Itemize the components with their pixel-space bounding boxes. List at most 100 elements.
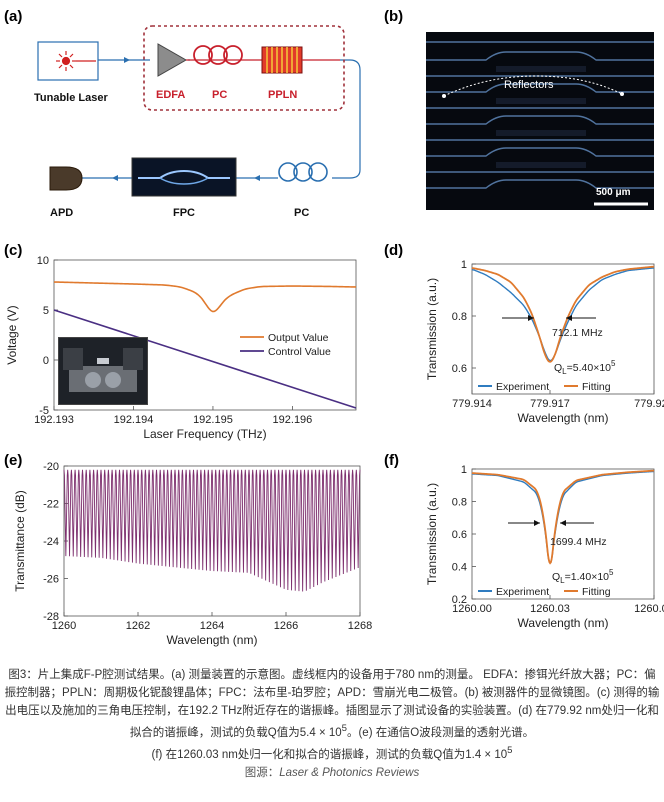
linewidth-annotation: 1699.4 MHz — [550, 536, 607, 548]
y-axis-label: Transmission (a.u.) — [425, 483, 439, 585]
caption-source-prefix: 图源： — [244, 766, 280, 779]
y-tick-label: 5 — [43, 305, 49, 317]
photo-mount — [123, 348, 143, 370]
series-line-fitting — [471, 469, 655, 565]
x-tick-label: 192.194 — [114, 414, 154, 426]
caption-text-1: 图3：片上集成F-P腔测试结果。(a) 测量装置的示意图。虚线框内的设备用于78… — [4, 669, 660, 739]
caption-text-2: (f) 在1260.03 nm处归一化和拟合的谐振峰，测试的负载Q值为1.4 ×… — [151, 748, 508, 761]
scale-bar-label: 500 μm — [596, 187, 631, 198]
x-tick-label: 1260.03 — [530, 603, 570, 615]
x-tick-label: 779.914 — [452, 398, 492, 410]
y-tick-label: 10 — [37, 255, 49, 267]
y-axis-label: Transmittance (dB) — [13, 490, 27, 592]
y-tick-label: 0.4 — [452, 562, 467, 574]
arrow-right-icon — [528, 315, 534, 321]
setup-photo-inset — [58, 337, 148, 405]
y-tick-label: -22 — [43, 499, 59, 511]
y-tick-label: 0.8 — [452, 311, 467, 323]
legend-label: Output Value — [268, 332, 329, 344]
q-factor-annotation: QL=5.40×105 — [554, 359, 616, 376]
apd-icon — [49, 166, 83, 191]
chart-f: 1260.00 1260.03 1260.07 1 0.8 0.6 0.4 0.2 Wavele… — [425, 464, 664, 630]
fpc-waveguide-lower — [159, 177, 209, 185]
arrow-left-icon — [566, 315, 572, 321]
laser-icon — [56, 51, 96, 71]
polarization-controller-bottom-icon — [278, 162, 328, 182]
photo-knob — [105, 372, 121, 388]
edfa-label: EDFA — [156, 89, 185, 101]
panel-label-e: (e) — [4, 452, 23, 469]
micrograph-drawing: Reflectors 500 μm — [426, 32, 654, 210]
series-line-control-value — [53, 309, 357, 409]
x-axis-label: Wavelength (nm) — [167, 633, 258, 647]
y-tick-label: -24 — [43, 536, 59, 548]
caption-text-1-tail: 。(e) 在通信O波段测量的透射光谱。 — [346, 726, 535, 739]
legend-label: Experiment — [496, 381, 549, 393]
ppln-stripes — [266, 47, 298, 73]
x-tick-label: 779.917 — [530, 398, 570, 410]
y-axis-label: Voltage (V) — [5, 305, 19, 364]
setup-photo-drawing — [59, 338, 147, 404]
y-tick-label: 1 — [461, 259, 467, 271]
panel-label-f: (f) — [384, 452, 399, 469]
caption-source: 图源：Laser & Photonics Reviews — [4, 764, 660, 782]
y-tick-label: 0.6 — [452, 363, 467, 375]
series-line-experiment — [471, 470, 655, 565]
legend-label: Fitting — [582, 381, 611, 393]
chart-e: 1260 1262 1264 1266 1268 -20 -22 -24 -26 -28 Wavel… — [13, 461, 372, 647]
photo-stage — [69, 366, 137, 392]
panel-label-d: (d) — [384, 242, 404, 259]
reflectors-label: Reflectors — [504, 79, 554, 91]
reflector-marker — [442, 94, 446, 98]
y-tick-label: 0.8 — [452, 497, 467, 509]
x-tick-label: 192.196 — [273, 414, 313, 426]
panel-label-a: (a) — [4, 8, 23, 25]
electrode-pattern — [496, 66, 586, 168]
plot-frame — [53, 259, 357, 411]
device-micrograph: Reflectors 500 μm — [426, 32, 654, 210]
q-factor-annotation: QL=1.40×105 — [552, 568, 614, 585]
photo-chip — [97, 358, 109, 364]
transmission-spectrum-line — [63, 469, 361, 592]
x-tick-label: 192.195 — [193, 414, 233, 426]
y-tick-label: 0.2 — [452, 594, 467, 606]
reflector-marker — [620, 92, 624, 96]
legend-label: Fitting — [582, 586, 611, 598]
ppln-label: PPLN — [268, 89, 297, 101]
edfa-icon — [157, 43, 188, 77]
arrow-icon — [112, 57, 260, 181]
plot-frame — [471, 263, 655, 395]
polarization-controller-icon — [193, 45, 243, 65]
x-tick-label: 1264 — [200, 620, 224, 632]
legend-label: Experiment — [496, 586, 549, 598]
y-axis-label: Transmission (a.u.) — [425, 278, 439, 380]
y-tick-label: -26 — [43, 574, 59, 586]
plot-frame — [63, 465, 361, 617]
setup-diagram: Tunable Laser EDFA PC PPLN FPC PC APD — [34, 25, 361, 219]
caption-line-1: 图3：片上集成F-P腔测试结果。(a) 测量装置的示意图。虚线框内的设备用于78… — [4, 666, 660, 742]
tunable-laser-label: Tunable Laser — [34, 92, 108, 104]
series-line-fitting — [471, 265, 655, 363]
caption-exp-2: 5 — [507, 744, 513, 756]
arrow-right-icon — [534, 520, 540, 526]
y-tick-label: -28 — [43, 611, 59, 623]
figure-caption: 图3：片上集成F-P腔测试结果。(a) 测量装置的示意图。虚线框内的设备用于78… — [4, 666, 660, 782]
caption-line-2: (f) 在1260.03 nm处归一化和拟合的谐振峰，测试的负载Q值为1.4 ×… — [4, 742, 660, 764]
fpc-waveguide — [138, 169, 230, 179]
series-line-output-value — [53, 281, 357, 313]
x-tick-label: 1260.07 — [634, 603, 664, 615]
pc-top-label: PC — [212, 89, 227, 101]
y-tick-label: 0.6 — [452, 529, 467, 541]
x-tick-label: 1260 — [52, 620, 76, 632]
photo-mount — [63, 348, 83, 370]
x-tick-label: 1268 — [348, 620, 372, 632]
x-tick-label: 1266 — [274, 620, 298, 632]
y-tick-label: 1 — [461, 464, 467, 476]
y-tick-label: 0 — [43, 355, 49, 367]
x-axis-label: Wavelength (nm) — [518, 411, 609, 425]
panel-label-b: (b) — [384, 8, 404, 25]
x-tick-label: 779.921 — [634, 398, 664, 410]
series-line-experiment — [471, 267, 655, 362]
fpc-label: FPC — [173, 207, 195, 219]
arrow-left-icon — [560, 520, 566, 526]
